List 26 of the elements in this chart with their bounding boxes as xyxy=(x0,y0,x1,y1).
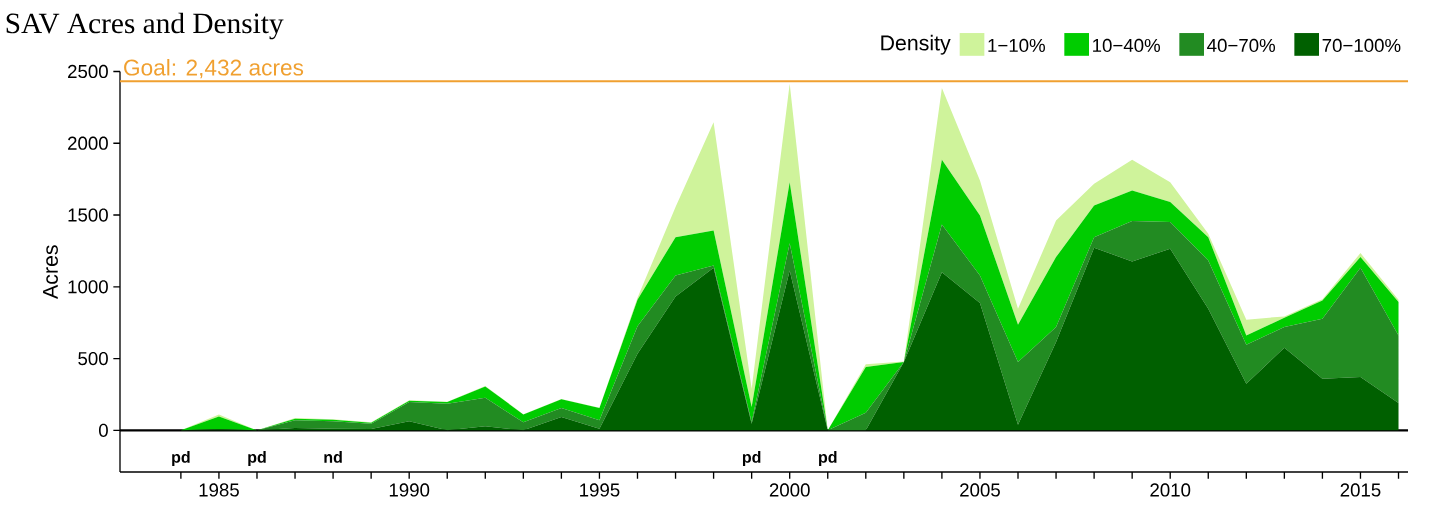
annotation: pd xyxy=(248,451,266,466)
x-tick-label: 2000 xyxy=(769,483,810,497)
y-tick-label: 2500 xyxy=(68,64,108,79)
annotation: pd xyxy=(172,451,190,466)
x-tick-label: 2005 xyxy=(960,483,1000,497)
y-tick-label: 2000 xyxy=(68,136,108,150)
legend-label: 10−40% xyxy=(1093,38,1160,53)
y-tick-label: 0 xyxy=(98,423,108,437)
annotation: nd xyxy=(324,451,342,463)
x-tick-label: 1985 xyxy=(199,483,239,497)
x-tick-label: 2010 xyxy=(1150,483,1191,497)
y-axis-title: Acres xyxy=(43,245,58,299)
chart-title: SAV Acres and Density xyxy=(6,12,284,40)
legend-label: 40−70% xyxy=(1207,38,1276,53)
annotation: pd xyxy=(742,451,761,466)
ref-line-label: Goal: 2,432 acres xyxy=(124,58,304,79)
legend-title: Density xyxy=(881,34,951,55)
annotation: pd xyxy=(819,451,837,466)
legend-label: 70−100% xyxy=(1322,38,1401,53)
legend-label: 1−10% xyxy=(988,38,1045,53)
y-tick-label: 1500 xyxy=(68,208,108,222)
y-tick-label: 500 xyxy=(78,351,108,366)
x-tick-label: 1995 xyxy=(580,483,620,497)
x-tick-label: 1990 xyxy=(389,483,430,497)
x-tick-label: 2015 xyxy=(1340,483,1381,497)
y-tick-label: 1000 xyxy=(68,280,108,294)
